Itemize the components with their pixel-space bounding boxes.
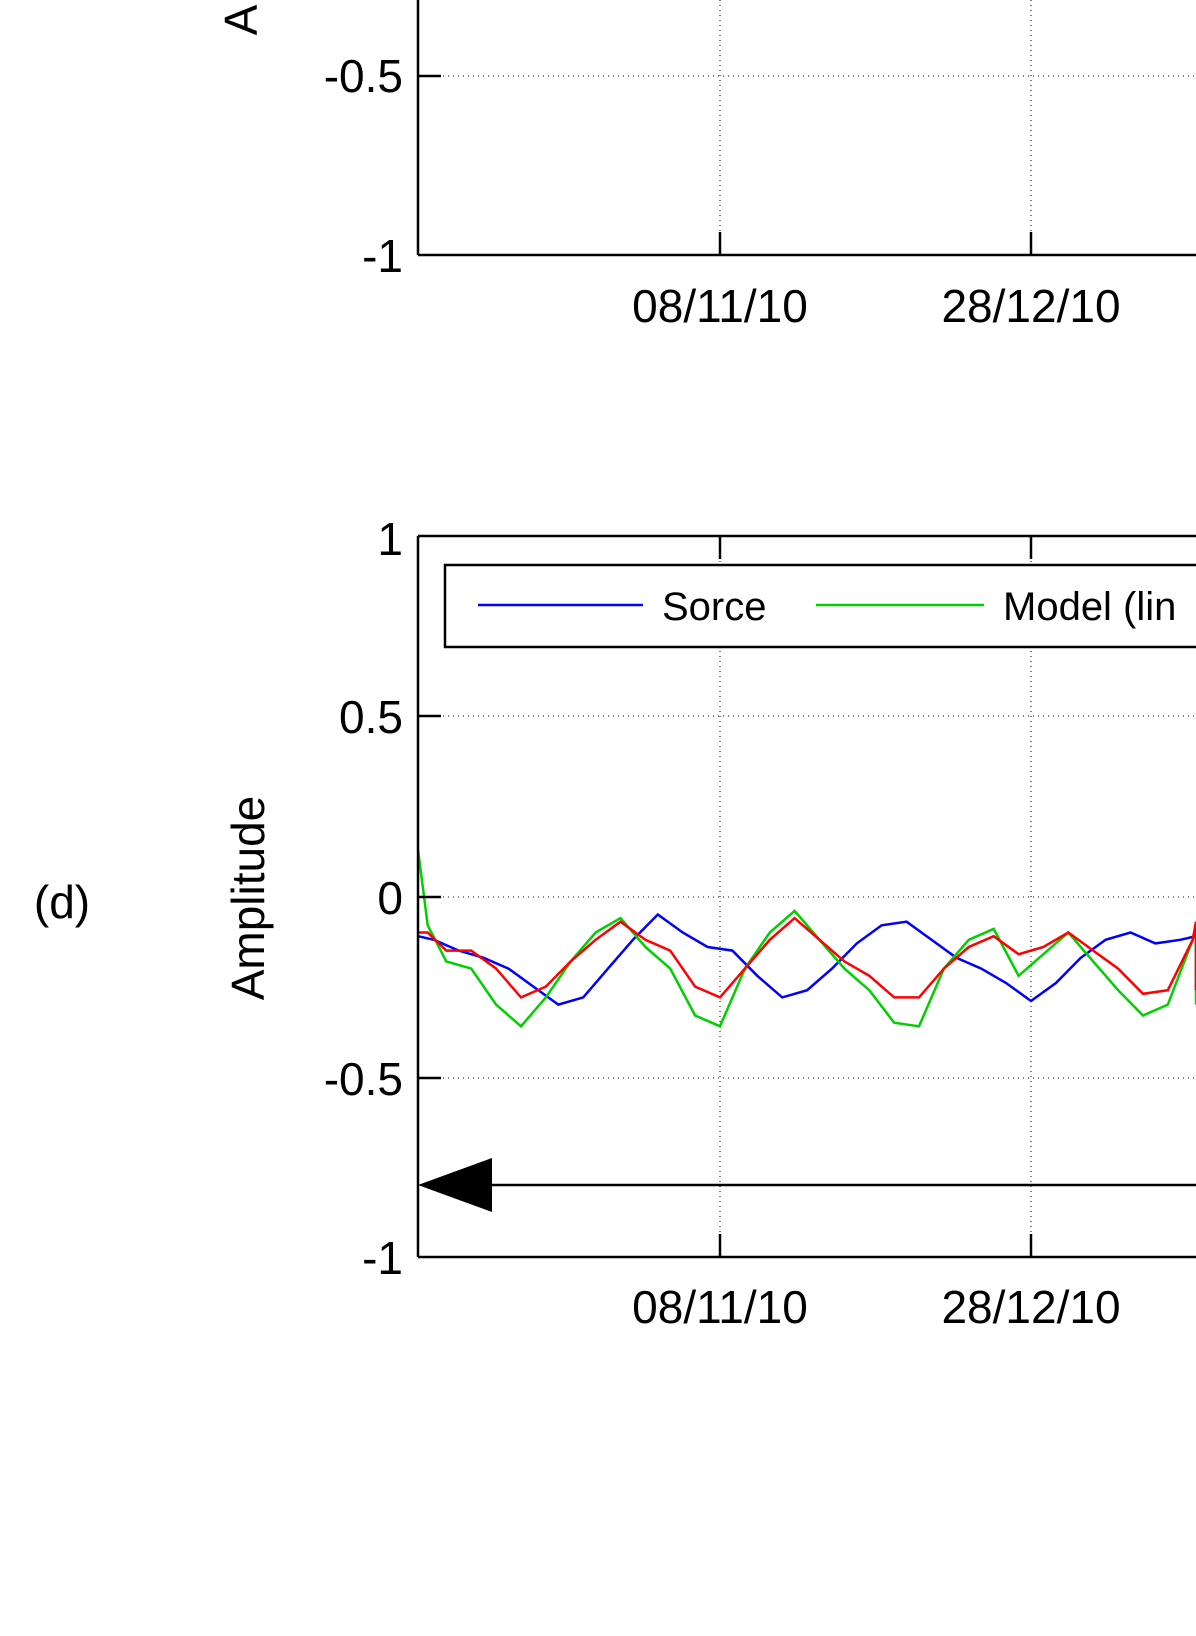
series-line-sorce bbox=[417, 912, 1196, 1006]
upper-xtick-label-1: 08/11/10 bbox=[632, 280, 808, 332]
panel-d-legend: Sorce Model (lin bbox=[443, 563, 1196, 649]
upper-ytick-label-1: -0.5 bbox=[324, 50, 403, 102]
arrow-left-icon bbox=[418, 1158, 492, 1212]
panel-d-arrow-annotation bbox=[418, 1158, 1196, 1212]
panel-d-plot-area bbox=[416, 849, 1196, 1029]
legend-label-model: Model (lin bbox=[1003, 585, 1176, 629]
series-line-model bbox=[416, 849, 1196, 1029]
upper-panel: A -0.5 -1 08/11/10 28/12/10 bbox=[215, 0, 1196, 332]
upper-ylabel: A bbox=[215, 4, 267, 35]
panel-d-ytick-label-2: 0.5 bbox=[339, 691, 403, 743]
panel-d-ytick-label-1: 1 bbox=[377, 513, 403, 565]
panel-d-ylabel: Amplitude bbox=[222, 796, 274, 1001]
panel-d: (d) Amplitude Sorce Model (lin bbox=[34, 513, 1196, 1333]
legend-label-sorce: Sorce bbox=[662, 585, 767, 629]
panel-label: (d) bbox=[34, 876, 90, 928]
panel-d-ytick-label-3: 0 bbox=[377, 872, 403, 924]
panel-d-ytick-label-4: -0.5 bbox=[324, 1053, 403, 1105]
series-line-red bbox=[418, 916, 1196, 999]
panel-d-ytick-label-5: -1 bbox=[362, 1232, 403, 1284]
panel-d-xtick-label-2: 28/12/10 bbox=[941, 1281, 1120, 1333]
upper-ytick-label-2: -1 bbox=[362, 230, 403, 282]
upper-xtick-label-2: 28/12/10 bbox=[941, 280, 1120, 332]
panel-d-xtick-label-1: 08/11/10 bbox=[632, 1281, 808, 1333]
